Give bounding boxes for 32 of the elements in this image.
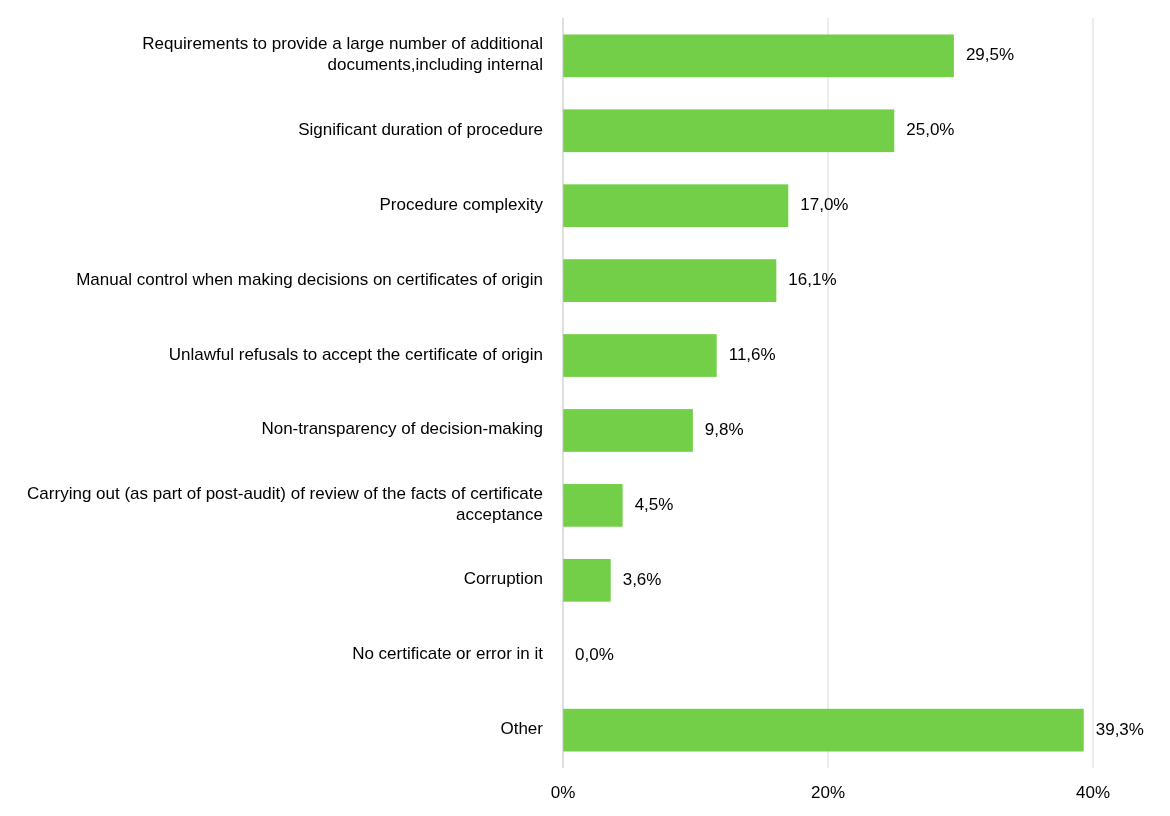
- y-tick-label: Carrying out (as part of post-audit) of review of the facts of certificate acceptance: [27, 484, 543, 525]
- bar: [563, 259, 777, 302]
- data-label: 17,0%: [800, 195, 849, 215]
- y-tick-label: Other: [500, 719, 544, 739]
- y-tick-label: Significant duration of procedure: [298, 120, 543, 140]
- y-tick-label: No certificate or error in it: [352, 644, 544, 664]
- y-tick-label: Requirements to provide a large number of additional documents,including internal: [142, 34, 543, 75]
- x-tick-label: 40%: [1075, 783, 1111, 802]
- y-tick-label: Manual control when making decisions on certificates of origin: [76, 270, 543, 290]
- data-label: 11,6%: [728, 345, 776, 365]
- bar: [563, 34, 954, 78]
- y-tick-label: Non-transparency of decision-making: [261, 419, 543, 439]
- data-label: 3,6%: [622, 569, 662, 589]
- bar: [563, 184, 789, 228]
- data-label: 0,0%: [575, 644, 614, 664]
- data-label: 29,5%: [965, 45, 1015, 65]
- bar: [563, 484, 623, 527]
- bar: [563, 334, 717, 377]
- y-tick-label: Unlawful refusals to accept the certificate of origin: [168, 345, 543, 365]
- data-label: 9,8%: [704, 419, 744, 439]
- bar: [563, 708, 1084, 752]
- data-label: 16,1%: [788, 270, 837, 290]
- y-tick-label: Procedure complexity: [379, 195, 544, 215]
- x-tick-label: 0%: [550, 783, 576, 802]
- data-label: 39,3%: [1095, 719, 1144, 739]
- bar: [563, 558, 611, 602]
- x-tick-label: 20%: [810, 783, 846, 802]
- y-tick-label: Corruption: [463, 569, 543, 589]
- bar: [563, 109, 895, 153]
- bar: [563, 409, 693, 452]
- data-label: 25,0%: [906, 120, 955, 140]
- data-label: 4,5%: [634, 494, 674, 514]
